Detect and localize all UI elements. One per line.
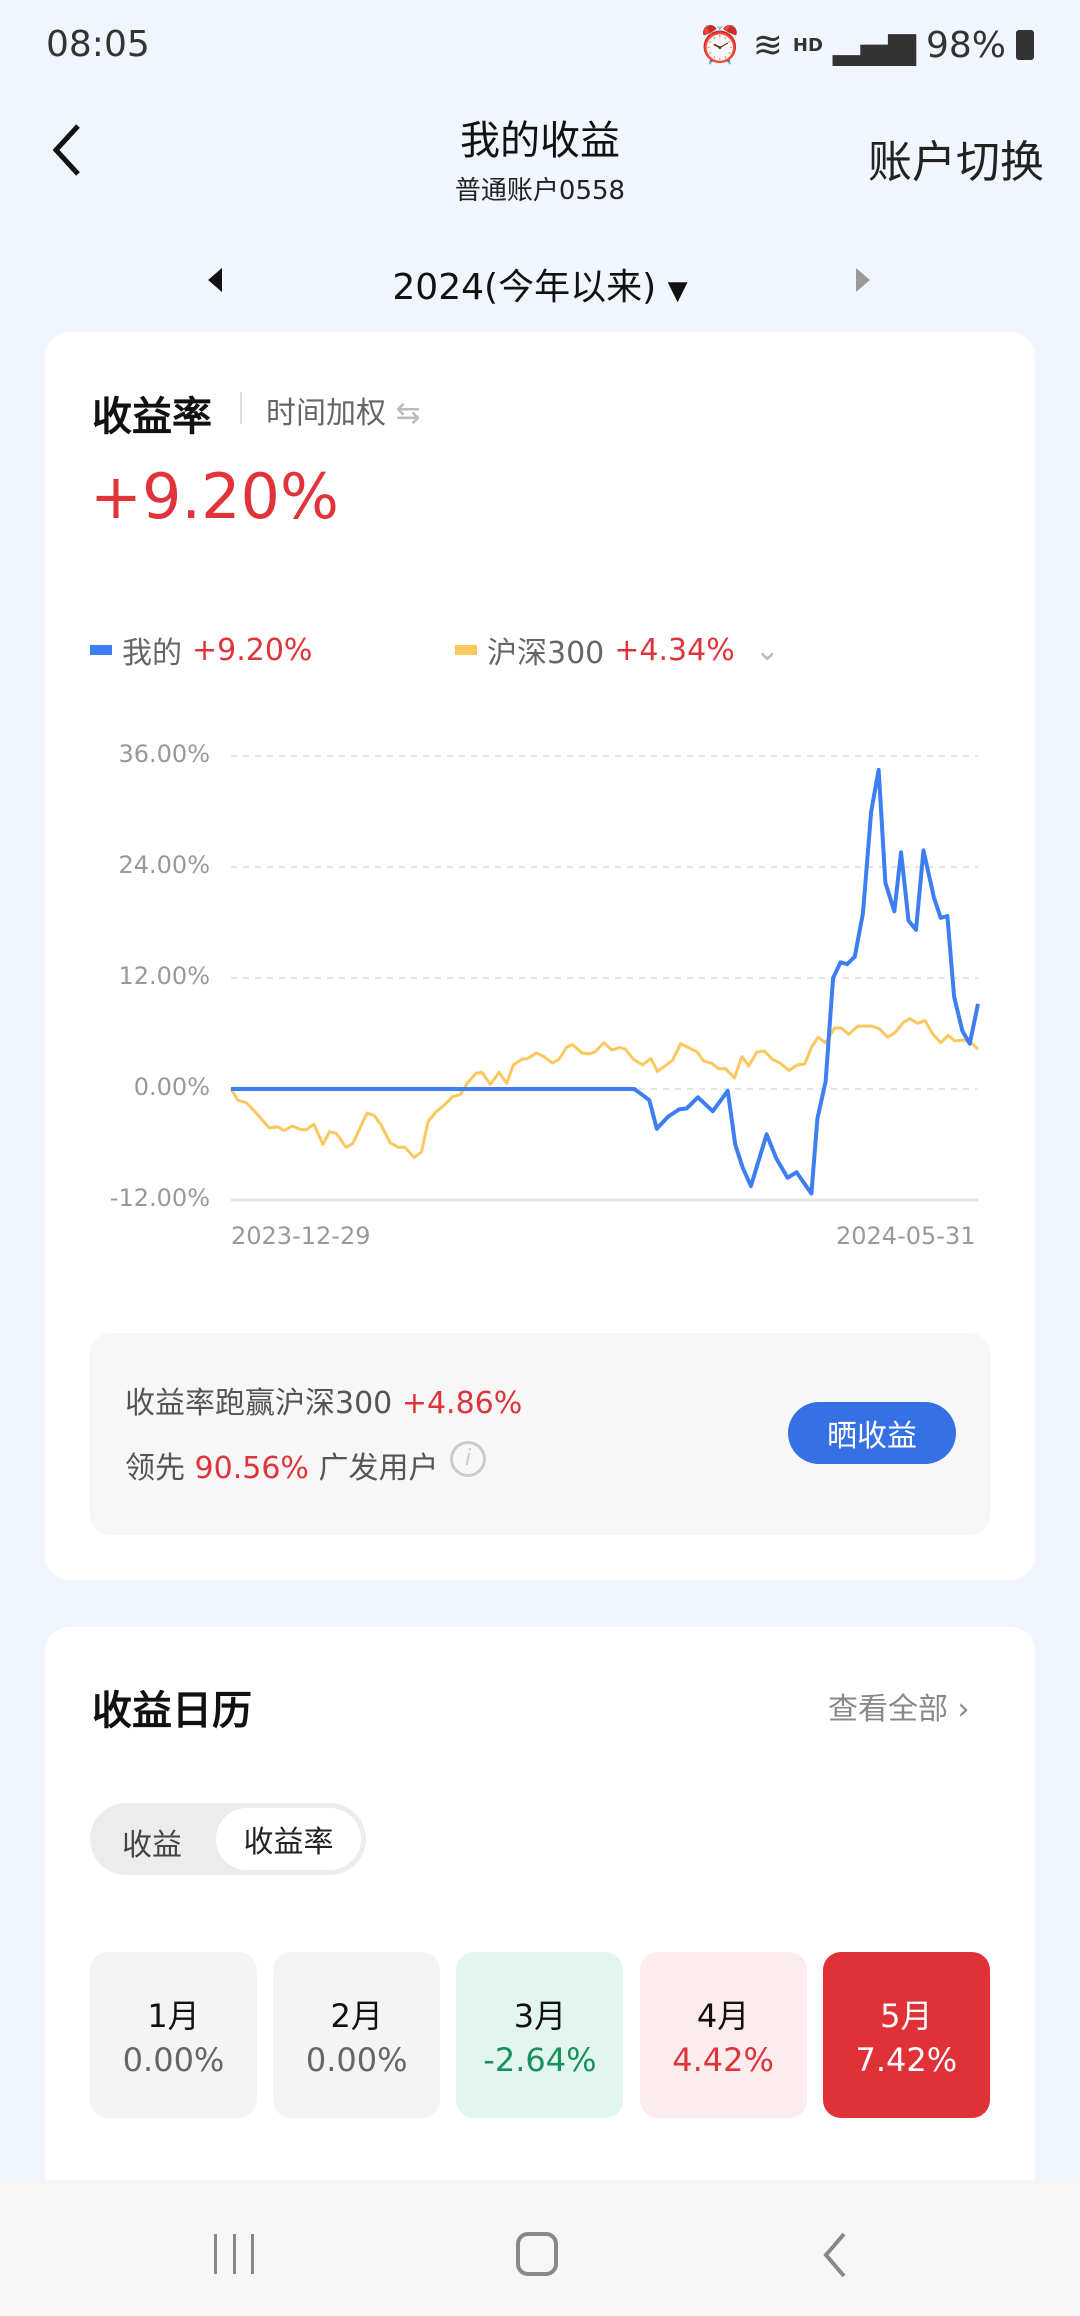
- share-returns-button[interactable]: 晒收益: [788, 1402, 956, 1464]
- month-label: 1月: [147, 1997, 200, 2035]
- calendar-card: [45, 1627, 1035, 2227]
- method-label: 时间加权: [266, 396, 386, 431]
- chevron-right-icon: ›: [957, 1692, 970, 1727]
- y-tick: 24.00%: [118, 851, 210, 879]
- month-tile[interactable]: 2月 0.00%: [273, 1952, 441, 2118]
- caret-down-icon: ▼: [667, 276, 688, 306]
- x-tick: 2024-05-31: [836, 1222, 976, 1250]
- account-subtitle: 普通账户0558: [454, 176, 626, 206]
- signal-icon: ▂▄▆: [832, 24, 916, 66]
- hd-label: HD: [792, 34, 823, 56]
- back-button[interactable]: [48, 120, 88, 180]
- next-period-icon[interactable]: [856, 268, 870, 292]
- legend-name: 沪深300: [487, 636, 605, 671]
- y-tick: -12.00%: [109, 1184, 210, 1212]
- view-all-link[interactable]: 查看全部 ›: [828, 1692, 970, 1727]
- tab-return-rate[interactable]: 收益率: [216, 1808, 361, 1870]
- calendar-title: 收益日历: [92, 1688, 252, 1734]
- wifi-icon: ≋: [752, 24, 783, 66]
- method-toggle[interactable]: 时间加权 ⇆: [266, 388, 421, 432]
- period-label: 2024(今年以来): [392, 267, 657, 308]
- info-icon[interactable]: i: [450, 1441, 486, 1477]
- battery-icon: [1016, 30, 1034, 60]
- rank-text: 领先 90.56% 广发用户: [125, 1451, 439, 1486]
- chevron-down-icon[interactable]: ⌄: [754, 632, 780, 668]
- page-title: 我的收益: [460, 118, 620, 164]
- swap-icon: ⇆: [395, 396, 421, 431]
- period-selector[interactable]: 2024(今年以来) ▼: [0, 258, 1080, 310]
- recent-apps-icon[interactable]: [214, 2234, 254, 2274]
- legend-swatch: [90, 645, 112, 655]
- month-label: 3月: [513, 1997, 567, 2035]
- month-value: 4.42%: [672, 2041, 774, 2079]
- legend-benchmark[interactable]: 沪深300 +4.34% ⌄: [455, 628, 780, 672]
- y-tick: 36.00%: [118, 740, 210, 768]
- status-time: 08:05: [46, 24, 150, 65]
- tab-returns[interactable]: 收益: [122, 1828, 182, 1863]
- account-switch-button[interactable]: 账户切换: [868, 137, 1044, 188]
- divider: [240, 392, 242, 424]
- status-icons: ⏰ ≋ HD ▂▄▆ 98%: [698, 24, 1034, 66]
- total-return: +9.20%: [90, 460, 339, 533]
- home-icon[interactable]: [516, 2232, 558, 2276]
- month-label: 2月: [330, 1997, 383, 2035]
- month-tile[interactable]: 4月 4.42%: [639, 1952, 807, 2118]
- nav-back-icon[interactable]: [820, 2230, 850, 2280]
- legend-swatch: [455, 645, 477, 655]
- month-tile[interactable]: 3月 -2.64%: [456, 1952, 624, 2118]
- month-tile[interactable]: 1月 0.00%: [90, 1952, 257, 2118]
- month-value: 0.00%: [122, 2041, 225, 2079]
- alarm-icon: ⏰: [697, 25, 743, 66]
- legend-mine: 我的 +9.20%: [90, 628, 312, 672]
- beat-benchmark-text: 收益率跑赢沪深300 +4.86%: [125, 1386, 523, 1421]
- system-nav-bar: [0, 2180, 1080, 2316]
- legend-value: +4.34%: [614, 632, 735, 668]
- month-value: 7.42%: [855, 2041, 958, 2079]
- x-tick: 2023-12-29: [231, 1222, 371, 1250]
- month-value: -2.64%: [483, 2041, 597, 2079]
- y-tick: 0.00%: [133, 1073, 210, 1101]
- month-value: 0.00%: [305, 2041, 408, 2079]
- month-tile[interactable]: 5月 7.42%: [822, 1952, 990, 2118]
- prev-period-icon[interactable]: [208, 268, 222, 292]
- month-label: 5月: [880, 1997, 933, 2035]
- legend-name: 我的: [122, 636, 182, 671]
- battery-level: 98%: [925, 24, 1006, 66]
- y-tick: 12.00%: [118, 962, 210, 990]
- legend-value: +9.20%: [192, 632, 313, 668]
- month-label: 4月: [696, 1997, 750, 2035]
- rate-title: 收益率: [92, 394, 212, 440]
